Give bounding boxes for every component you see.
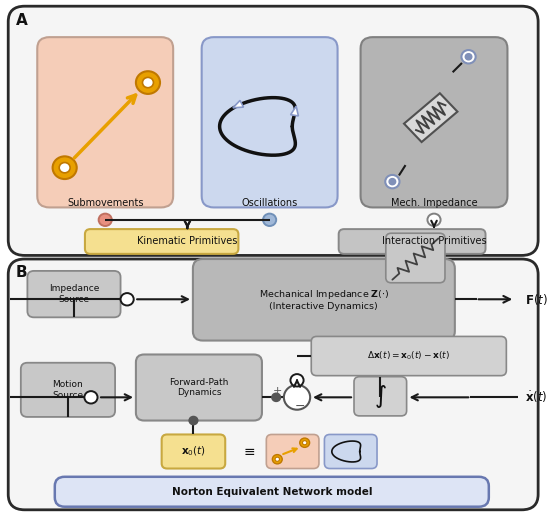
Circle shape <box>275 457 279 461</box>
Circle shape <box>189 416 198 425</box>
FancyBboxPatch shape <box>324 434 377 469</box>
Text: −: − <box>295 400 306 413</box>
Text: Mechanical Impedance $\mathbf{Z}(\cdot)$
(Interactive Dynamics): Mechanical Impedance $\mathbf{Z}(\cdot)$… <box>259 288 389 312</box>
Circle shape <box>465 54 472 60</box>
Text: Impedance
Source: Impedance Source <box>49 284 99 304</box>
Polygon shape <box>290 106 298 116</box>
FancyBboxPatch shape <box>361 37 507 207</box>
Circle shape <box>121 293 134 305</box>
FancyBboxPatch shape <box>266 434 319 469</box>
Circle shape <box>263 214 276 226</box>
FancyBboxPatch shape <box>311 336 506 376</box>
Circle shape <box>300 438 310 447</box>
Circle shape <box>272 455 282 464</box>
FancyBboxPatch shape <box>8 6 538 255</box>
Text: +: + <box>272 386 282 396</box>
Text: $\equiv$: $\equiv$ <box>241 444 256 459</box>
Circle shape <box>59 163 70 173</box>
FancyBboxPatch shape <box>55 477 489 507</box>
FancyBboxPatch shape <box>8 259 538 510</box>
FancyBboxPatch shape <box>85 229 238 254</box>
Text: A: A <box>16 13 28 28</box>
Circle shape <box>136 71 160 94</box>
Text: Oscillations: Oscillations <box>242 198 298 208</box>
FancyBboxPatch shape <box>193 259 455 341</box>
Circle shape <box>53 156 77 179</box>
FancyBboxPatch shape <box>202 37 338 207</box>
Polygon shape <box>233 101 243 108</box>
Circle shape <box>99 214 112 226</box>
Circle shape <box>290 374 304 386</box>
FancyBboxPatch shape <box>27 271 121 317</box>
FancyBboxPatch shape <box>339 229 486 254</box>
Text: Motion
Source: Motion Source <box>53 380 83 400</box>
FancyBboxPatch shape <box>404 93 458 142</box>
Text: $\int$: $\int$ <box>374 383 387 410</box>
FancyBboxPatch shape <box>37 37 173 207</box>
Text: B: B <box>16 265 28 280</box>
Circle shape <box>389 179 396 185</box>
Circle shape <box>272 393 281 401</box>
Text: Interaction Primitives: Interaction Primitives <box>382 236 486 247</box>
Text: Norton Equivalent Network model: Norton Equivalent Network model <box>172 487 372 497</box>
FancyBboxPatch shape <box>386 233 445 283</box>
Text: Kinematic Primitives: Kinematic Primitives <box>137 236 238 247</box>
Circle shape <box>385 175 399 188</box>
FancyBboxPatch shape <box>354 377 407 416</box>
Text: $\mathbf{F}(t)$: $\mathbf{F}(t)$ <box>525 292 548 307</box>
Text: Submovements: Submovements <box>67 198 144 208</box>
FancyBboxPatch shape <box>21 363 115 417</box>
Text: $\dot{\mathbf{x}}(t)$: $\dot{\mathbf{x}}(t)$ <box>525 390 547 405</box>
Circle shape <box>302 441 307 445</box>
Text: Mech. Impedance: Mech. Impedance <box>391 198 477 208</box>
FancyBboxPatch shape <box>162 434 225 469</box>
FancyBboxPatch shape <box>136 354 262 421</box>
Circle shape <box>427 214 441 226</box>
Circle shape <box>284 385 310 410</box>
Circle shape <box>461 50 476 63</box>
Circle shape <box>142 77 153 88</box>
Circle shape <box>84 391 98 404</box>
Text: $\Delta\mathbf{x}(t) = \mathbf{x}_0(t) - \mathbf{x}(t)$: $\Delta\mathbf{x}(t) = \mathbf{x}_0(t) -… <box>367 350 450 362</box>
Text: Forward-Path
Dynamics: Forward-Path Dynamics <box>169 378 229 397</box>
Text: $\mathbf{x}_0(t)$: $\mathbf{x}_0(t)$ <box>181 445 206 458</box>
